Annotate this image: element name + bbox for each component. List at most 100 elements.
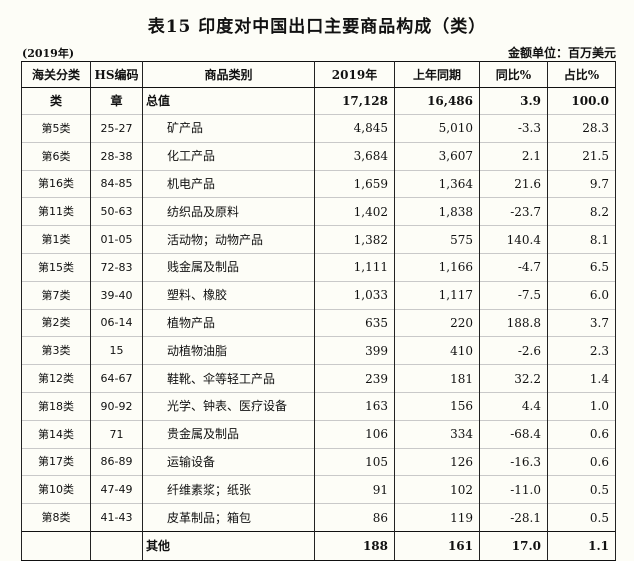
- cell-yoy: -28.1: [479, 503, 548, 532]
- cell-name: 贱金属及制品: [142, 252, 315, 282]
- total-row: 类 章 总值 17,128 16,486 3.9 100.0: [21, 87, 616, 115]
- cell-name: 机电产品: [142, 169, 315, 198]
- cell-hs: [90, 530, 143, 561]
- cell-2019: 91: [314, 475, 395, 504]
- cell-name: 贵金属及制品: [142, 419, 315, 449]
- cell-2019: 17,128: [314, 87, 395, 115]
- cell-hs: 71: [90, 419, 143, 449]
- cell-prev: 1,838: [394, 197, 480, 226]
- cell-yoy: 140.4: [479, 225, 548, 254]
- cell-class: 第15类: [21, 252, 91, 282]
- cell-yoy: -4.7: [479, 252, 548, 282]
- table-row: 第16类 84-85 机电产品 1,659 1,364 21.6 9.7: [21, 169, 616, 198]
- cell-2019: 1,111: [314, 252, 395, 282]
- cell-prev: 156: [394, 391, 480, 421]
- table-row: 第11类 50-63 纺织品及原料 1,402 1,838 -23.7 8.2: [21, 197, 616, 226]
- header-share: 占比%: [547, 61, 616, 88]
- cell-hs: 01-05: [90, 225, 143, 254]
- table-row: 第12类 64-67 鞋靴、伞等轻工产品 239 181 32.2 1.4: [21, 364, 616, 393]
- cell-class: [21, 530, 91, 561]
- table-row: 第2类 06-14 植物产品 635 220 188.8 3.7: [21, 308, 616, 337]
- year-note: (2019年): [22, 47, 75, 60]
- cell-share: 0.5: [547, 475, 616, 504]
- header-2019: 2019年: [314, 61, 395, 88]
- cell-prev: 575: [394, 225, 480, 254]
- cell-name: 活动物；动物产品: [142, 225, 315, 254]
- cell-name: 其他: [142, 530, 315, 561]
- cell-share: 2.3: [547, 336, 616, 365]
- cell-2019: 105: [314, 447, 395, 476]
- table-row: 第18类 90-92 光学、钟表、医疗设备 163 156 4.4 1.0: [21, 391, 616, 421]
- cell-yoy: 3.9: [479, 87, 548, 115]
- table-row: 第6类 28-38 化工产品 3,684 3,607 2.1 21.5: [21, 141, 616, 171]
- cell-class: 第8类: [21, 503, 91, 532]
- table-title: 表15 印度对中国出口主要商品构成（类）: [147, 17, 487, 37]
- cell-yoy: 17.0: [479, 530, 548, 561]
- cell-share: 3.7: [547, 308, 616, 337]
- cell-prev: 181: [394, 364, 480, 393]
- header-hs-code: HS编码: [90, 61, 143, 88]
- cell-prev: 3,607: [394, 141, 480, 171]
- table-row: 第8类 41-43 皮革制品；箱包 86 119 -28.1 0.5: [21, 503, 616, 532]
- cell-prev: 119: [394, 503, 480, 532]
- cell-hs: 章: [90, 87, 143, 115]
- table-row: 第7类 39-40 塑料、橡胶 1,033 1,117 -7.5 6.0: [21, 280, 616, 310]
- cell-prev: 102: [394, 475, 480, 504]
- cell-name: 化工产品: [142, 141, 315, 171]
- cell-name: 运输设备: [142, 447, 315, 476]
- cell-prev: 126: [394, 447, 480, 476]
- cell-yoy: 32.2: [479, 364, 548, 393]
- cell-class: 第7类: [21, 280, 91, 310]
- cell-yoy: -23.7: [479, 197, 548, 226]
- header-yoy: 同比%: [479, 61, 548, 88]
- cell-2019: 1,382: [314, 225, 395, 254]
- cell-hs: 41-43: [90, 503, 143, 532]
- table-row: 第5类 25-27 矿产品 4,845 5,010 -3.3 28.3: [21, 114, 616, 143]
- cell-prev: 334: [394, 419, 480, 449]
- cell-name: 皮革制品；箱包: [142, 503, 315, 532]
- other-row: 其他 188 161 17.0 1.1: [21, 530, 616, 561]
- cell-name: 总值: [142, 87, 315, 115]
- cell-yoy: 188.8: [479, 308, 548, 337]
- cell-prev: 220: [394, 308, 480, 337]
- cell-2019: 1,033: [314, 280, 395, 310]
- cell-class: 类: [21, 87, 91, 115]
- cell-2019: 1,659: [314, 169, 395, 198]
- cell-share: 21.5: [547, 141, 616, 171]
- cell-hs: 15: [90, 336, 143, 365]
- cell-name: 鞋靴、伞等轻工产品: [142, 364, 315, 393]
- cell-name: 塑料、橡胶: [142, 280, 315, 310]
- cell-class: 第14类: [21, 419, 91, 449]
- cell-prev: 1,117: [394, 280, 480, 310]
- cell-share: 6.5: [547, 252, 616, 282]
- table-row: 第3类 15 动植物油脂 399 410 -2.6 2.3: [21, 336, 616, 365]
- cell-share: 100.0: [547, 87, 616, 115]
- cell-prev: 1,166: [394, 252, 480, 282]
- cell-name: 矿产品: [142, 114, 315, 143]
- cell-share: 0.6: [547, 447, 616, 476]
- cell-class: 第3类: [21, 336, 91, 365]
- cell-prev: 161: [394, 530, 480, 561]
- table-row: 第17类 86-89 运输设备 105 126 -16.3 0.6: [21, 447, 616, 476]
- cell-yoy: 4.4: [479, 391, 548, 421]
- cell-class: 第17类: [21, 447, 91, 476]
- cell-prev: 5,010: [394, 114, 480, 143]
- cell-yoy: 2.1: [479, 141, 548, 171]
- cell-yoy: -11.0: [479, 475, 548, 504]
- cell-prev: 16,486: [394, 87, 480, 115]
- cell-yoy: -68.4: [479, 419, 548, 449]
- cell-2019: 3,684: [314, 141, 395, 171]
- cell-hs: 64-67: [90, 364, 143, 393]
- cell-hs: 28-38: [90, 141, 143, 171]
- cell-share: 1.1: [547, 530, 616, 561]
- cell-name: 光学、钟表、医疗设备: [142, 391, 315, 421]
- table-row: 第10类 47-49 纤维素浆；纸张 91 102 -11.0 0.5: [21, 475, 616, 504]
- header-customs-class: 海关分类: [21, 61, 91, 88]
- table-row: 第15类 72-83 贱金属及制品 1,111 1,166 -4.7 6.5: [21, 252, 616, 282]
- cell-hs: 25-27: [90, 114, 143, 143]
- cell-2019: 4,845: [314, 114, 395, 143]
- cell-yoy: -16.3: [479, 447, 548, 476]
- cell-2019: 163: [314, 391, 395, 421]
- cell-hs: 50-63: [90, 197, 143, 226]
- cell-hs: 86-89: [90, 447, 143, 476]
